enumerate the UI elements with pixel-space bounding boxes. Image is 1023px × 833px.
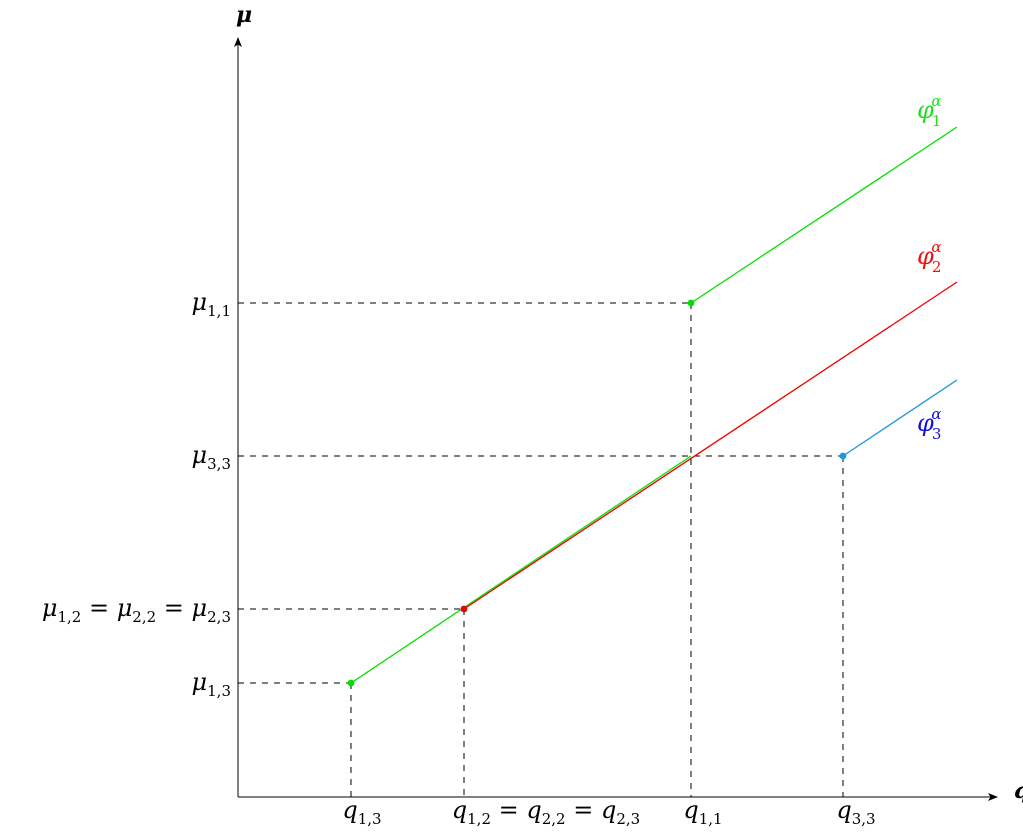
- label-phi1: φ1α: [917, 92, 942, 130]
- label-phi3: φ3α: [917, 405, 942, 443]
- ytick-mu33: μ3,3: [192, 441, 231, 473]
- xtick-q12: q1,2 = q2,2 = q2,3: [452, 796, 640, 828]
- curve-phi2: [463, 281, 958, 610]
- label-phi2: φ2α: [917, 238, 942, 276]
- guide-lines: [238, 302, 844, 797]
- point-q13-mu13: [347, 679, 355, 687]
- point-q11-mu11: [687, 299, 695, 307]
- y-axis-label: μ: [236, 2, 252, 28]
- curve-phi3: [842, 379, 958, 457]
- ytick-mu13: μ1,3: [192, 668, 231, 700]
- ytick-mu11: μ1,1: [192, 288, 231, 320]
- xtick-q13: q1,3: [342, 796, 381, 828]
- point-q12-mu12: [460, 605, 468, 613]
- curve-phi1-lower: [350, 455, 692, 684]
- ytick-mu12: μ1,2 = μ2,2 = μ2,3: [42, 594, 231, 626]
- point-q33-mu33: [839, 452, 847, 460]
- x-axis-label: q: [1014, 778, 1023, 804]
- xtick-q33: q3,3: [836, 796, 875, 828]
- curve-phi1-upper: [690, 126, 958, 304]
- xtick-q11: q1,1: [683, 796, 722, 828]
